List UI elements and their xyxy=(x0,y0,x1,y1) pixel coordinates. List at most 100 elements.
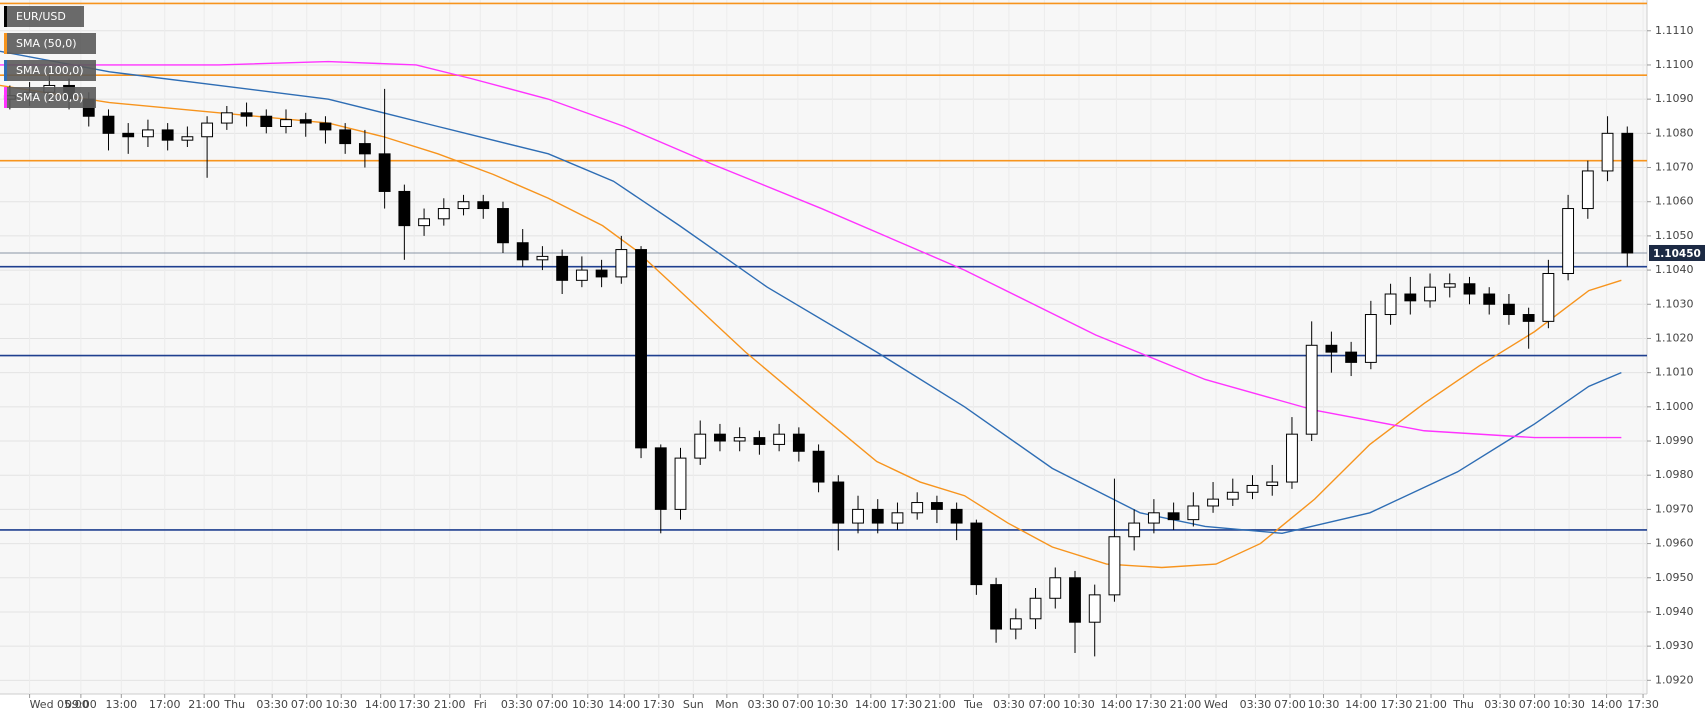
x-tick-label: 03:30 xyxy=(747,698,779,711)
y-tick-label: 1.0920 xyxy=(1655,673,1694,686)
candle-body xyxy=(852,508,864,524)
candle-body xyxy=(319,122,332,131)
y-tick-label: 1.0950 xyxy=(1655,571,1694,584)
x-tick-label: 10:30 xyxy=(1553,698,1585,711)
candle-body xyxy=(1147,512,1160,524)
legend-swatch xyxy=(4,87,7,108)
x-tick-label: 21:00 xyxy=(1170,698,1202,711)
x-tick-label: 17:30 xyxy=(1381,698,1413,711)
x-tick-label: 17:30 xyxy=(1627,698,1659,711)
x-tick-label: 21:00 xyxy=(924,698,956,711)
candle-body xyxy=(122,132,135,138)
x-tick-label: 17:30 xyxy=(398,698,430,711)
x-tick-label: 21:00 xyxy=(434,698,466,711)
candle-body xyxy=(280,119,292,127)
x-tick-label: 14:00 xyxy=(1101,698,1133,711)
candle-body xyxy=(437,208,450,220)
y-tick-label: 1.0980 xyxy=(1655,468,1694,481)
y-tick-label: 1.1070 xyxy=(1655,161,1694,174)
x-tick-label: 03:30 xyxy=(501,698,533,711)
x-tick-label: Tue xyxy=(963,698,983,711)
candle-body xyxy=(1187,505,1200,521)
y-tick-label: 1.0940 xyxy=(1655,605,1694,618)
y-tick-label: 1.1040 xyxy=(1655,263,1694,276)
candle-body xyxy=(477,201,490,210)
candle-body xyxy=(1364,314,1377,363)
candle-body xyxy=(1601,132,1614,172)
legend-label: SMA (100,0) xyxy=(16,64,84,77)
x-tick-label: Thu xyxy=(1452,698,1474,711)
x-tick-label: 10:30 xyxy=(817,698,849,711)
legend-box xyxy=(4,87,96,108)
y-tick-label: 1.0990 xyxy=(1655,434,1694,447)
candle-body xyxy=(1266,481,1279,486)
legend-swatch xyxy=(4,6,7,27)
x-tick-label: 10:30 xyxy=(325,698,357,711)
candle-body xyxy=(1562,208,1575,274)
candle-body xyxy=(1463,283,1476,295)
candle-body xyxy=(674,457,687,510)
x-tick-label: 03:30 xyxy=(1484,698,1516,711)
last-price-label: 1.10450 xyxy=(1653,248,1701,260)
x-tick-label: 21:00 xyxy=(1415,698,1447,711)
candle-body xyxy=(1443,283,1456,288)
candle-body xyxy=(181,136,194,141)
x-tick-label: 07:00 xyxy=(1274,698,1306,711)
x-tick-label: 17:00 xyxy=(149,698,181,711)
candle-body xyxy=(871,508,884,524)
sma-line xyxy=(0,50,1622,535)
x-tick-label: Fri xyxy=(474,698,487,711)
y-tick-label: 1.1060 xyxy=(1655,195,1694,208)
candle-body xyxy=(1483,293,1496,305)
x-tick-label: 09:00 xyxy=(65,698,97,711)
candle-body xyxy=(497,208,509,244)
candle-body xyxy=(1246,484,1259,493)
x-tick-label: Sun xyxy=(683,698,704,711)
candle-body xyxy=(970,522,983,586)
y-tick-label: 1.1030 xyxy=(1655,297,1694,310)
legend-swatch xyxy=(4,33,7,54)
y-tick-label: 1.1050 xyxy=(1655,229,1694,242)
candle-body xyxy=(102,115,115,134)
candle-body xyxy=(299,119,312,124)
candle-body xyxy=(1226,491,1239,500)
x-tick-label: 14:00 xyxy=(608,698,640,711)
candle-body xyxy=(595,269,608,278)
candle-body xyxy=(161,129,174,141)
candle-body xyxy=(220,112,233,124)
y-tick-label: 1.1090 xyxy=(1655,92,1694,105)
x-tick-label: 17:30 xyxy=(1135,698,1167,711)
x-tick-label: 14:00 xyxy=(1591,698,1623,711)
candle-body xyxy=(1404,293,1417,302)
x-tick-label: 07:00 xyxy=(1029,698,1061,711)
candle-body xyxy=(654,447,667,510)
candle-body xyxy=(1029,597,1042,620)
x-tick-label: 17:30 xyxy=(643,698,675,711)
y-tick-label: 1.1020 xyxy=(1655,331,1694,344)
candle-body xyxy=(358,143,371,155)
x-tick-label: 14:00 xyxy=(855,698,887,711)
candle-body xyxy=(536,255,549,261)
candle-body xyxy=(1581,170,1594,210)
candle-body xyxy=(1305,344,1318,435)
legend-label: SMA (50,0) xyxy=(16,37,77,50)
candle-body xyxy=(1503,303,1515,316)
candle-body xyxy=(1345,351,1358,363)
candle-body xyxy=(911,502,924,514)
x-tick-label: 21:00 xyxy=(188,698,220,711)
x-tick-label: 14:00 xyxy=(1345,698,1377,711)
legend-box xyxy=(4,33,96,54)
y-tick-label: 1.1080 xyxy=(1655,126,1694,139)
candle-body xyxy=(930,502,943,510)
last-price-box xyxy=(1649,244,1705,261)
x-tick-label: Mon xyxy=(715,698,738,711)
candle-body xyxy=(1384,293,1397,316)
candle-body xyxy=(240,112,253,117)
x-tick-label: 03:30 xyxy=(256,698,288,711)
candle-body xyxy=(1108,536,1121,596)
candle-body xyxy=(1069,577,1081,623)
candle-body xyxy=(142,129,154,138)
candle-body xyxy=(378,153,391,192)
candle-body xyxy=(1522,314,1535,322)
y-tick-label: 1.1100 xyxy=(1655,58,1694,71)
